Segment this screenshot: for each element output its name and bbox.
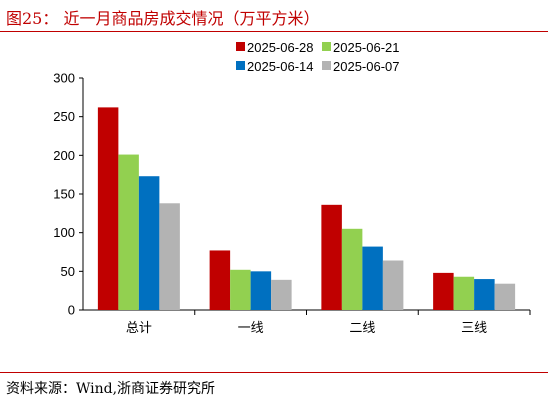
bar <box>494 283 516 310</box>
bar <box>453 276 475 310</box>
source-note: 资料来源：Wind,浙商证券研究所 <box>6 381 216 397</box>
bar <box>474 279 495 310</box>
x-category-label: 三线 <box>461 321 487 336</box>
bar-chart: 2025-06-28 2025-06-21 2025-06-14 2025-06-07… <box>53 40 531 336</box>
legend-swatch <box>236 42 245 51</box>
y-tick-label: 0 <box>68 303 75 318</box>
bar <box>433 272 454 310</box>
legend-swatch <box>322 42 331 51</box>
x-category-label: 二线 <box>349 321 375 336</box>
x-category-label: 总计 <box>126 321 152 336</box>
bar <box>362 246 383 310</box>
legend-swatch <box>236 61 245 70</box>
bar <box>321 204 342 310</box>
chart-title: 图25： 近一月商品房成交情况（万平方米） <box>6 9 320 28</box>
y-tick-label: 50 <box>61 264 75 279</box>
x-category-label: 一线 <box>238 321 264 336</box>
y-tick-label: 300 <box>53 71 75 86</box>
bar <box>97 107 119 311</box>
bar <box>271 279 292 310</box>
bar <box>118 154 139 310</box>
y-tick-label: 100 <box>53 225 75 240</box>
legend-label: 2025-06-21 <box>333 40 400 55</box>
bars <box>97 107 516 311</box>
bar <box>382 260 404 310</box>
legend: 2025-06-28 2025-06-21 2025-06-14 2025-06-07 <box>236 40 400 74</box>
footer-divider <box>0 372 548 373</box>
legend-swatch <box>322 61 331 70</box>
y-tick-label: 200 <box>53 148 75 163</box>
axes: 0 50 100 150 200 250 300 总计 一线 二线 三线 <box>53 71 531 336</box>
legend-label: 2025-06-14 <box>247 59 314 74</box>
y-tick-label: 250 <box>53 109 75 124</box>
bar <box>250 271 272 310</box>
bar <box>230 269 251 310</box>
bar <box>209 250 231 310</box>
legend-label: 2025-06-07 <box>333 59 400 74</box>
bar <box>138 176 160 310</box>
legend-label: 2025-06-28 <box>247 40 314 55</box>
bar <box>159 203 180 310</box>
y-tick-label: 150 <box>53 187 75 202</box>
bar <box>341 228 363 310</box>
title-divider <box>0 31 548 32</box>
